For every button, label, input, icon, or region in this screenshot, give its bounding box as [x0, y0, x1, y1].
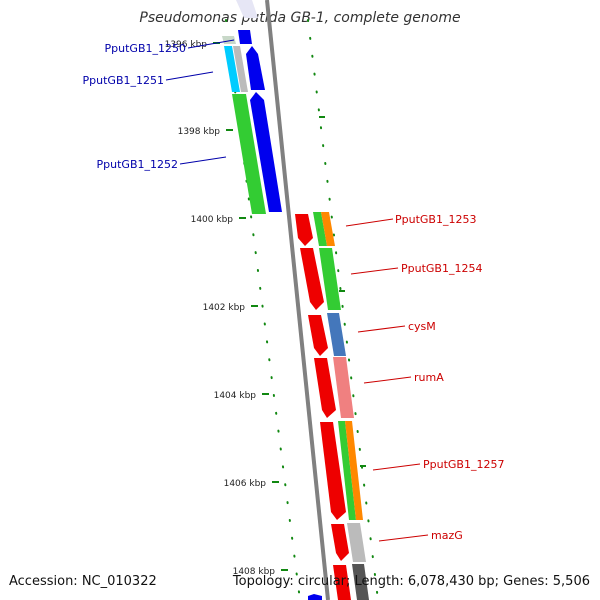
gene-feature-1252-green — [232, 94, 266, 214]
leader-cysM — [357, 325, 406, 333]
tick-label-1396: 1396 kbp — [165, 40, 208, 50]
gene-feature-1257-band-b — [345, 421, 363, 520]
gene-label-1252[interactable]: PputGB1_1252 — [97, 158, 178, 171]
gene-feature-1257-band-a — [338, 421, 356, 520]
gene-label-mazG[interactable]: mazG — [431, 529, 463, 542]
gene-feature-mazG-band — [347, 523, 366, 562]
leader-mazG — [378, 534, 429, 542]
label-leaders — [165, 39, 429, 542]
gene-label-1251[interactable]: PputGB1_1251 — [83, 74, 164, 87]
leader-1253 — [345, 218, 394, 227]
leader-1257 — [372, 463, 421, 471]
gene-feature-1251-gray — [233, 46, 248, 92]
tick-label-1404: 1404 kbp — [214, 391, 257, 401]
gene-label-1254[interactable]: PputGB1_1254 — [401, 262, 482, 275]
gene-feature-bottom — [308, 594, 322, 600]
tick-label-1402: 1402 kbp — [203, 303, 246, 313]
gene-label-cysM[interactable]: cysM — [408, 320, 436, 333]
gene-label-1250[interactable]: PputGB1_1250 — [105, 42, 186, 55]
gene-feature-cysM — [308, 315, 328, 356]
leader-1250 — [187, 39, 235, 49]
gene-feature-1251 — [246, 46, 265, 90]
gene-feature-1254 — [300, 248, 324, 310]
tick-label-1406: 1406 kbp — [224, 479, 267, 489]
accession-label: Accession: NC_010322 — [9, 574, 157, 589]
tick-label-1398: 1398 kbp — [178, 127, 221, 137]
guide-lines — [225, 19, 379, 600]
gene-feature-rumA — [314, 358, 336, 418]
gene-feature-1253-band-b — [321, 212, 335, 246]
gene-feature-mazG — [331, 524, 349, 561]
leader-1252 — [179, 156, 227, 165]
gene-feature-rumA-band — [333, 357, 354, 418]
gene-feature-1252 — [250, 92, 282, 212]
gene-feature-1250-cog — [222, 36, 236, 44]
gene-feature-next-band — [352, 564, 369, 600]
gene-feature-1254-band — [319, 248, 341, 310]
genome-backbone — [265, 0, 330, 600]
leader-rumA — [363, 376, 412, 384]
gene-feature-next — [333, 565, 351, 600]
gene-label-1253[interactable]: PputGB1_1253 — [395, 213, 476, 226]
gene-label-rumA[interactable]: rumA — [414, 371, 444, 384]
gene-feature-1251-cyan — [224, 46, 240, 92]
gene-feature-1250 — [238, 30, 252, 44]
tick-label-1400: 1400 kbp — [191, 215, 234, 225]
gene-feature-1253 — [295, 214, 313, 246]
gene-label-1257[interactable]: PputGB1_1257 — [423, 458, 504, 471]
topology-label: Topology: circular; Length: 6,078,430 bp… — [232, 574, 590, 589]
forward-strand-genes — [222, 30, 322, 600]
reverse-strand-genes — [295, 212, 369, 600]
gene-feature-top — [236, 0, 258, 18]
gene-feature-cysM-band — [327, 313, 346, 356]
leader-1251 — [165, 71, 214, 81]
gene-feature-1253-band-a — [313, 212, 327, 246]
genome-title: Pseudomonas putida GB-1, complete genome — [139, 10, 461, 26]
tick-label-1408: 1408 kbp — [233, 567, 276, 577]
gene-feature-1257 — [320, 422, 346, 520]
leader-1254 — [350, 267, 399, 275]
